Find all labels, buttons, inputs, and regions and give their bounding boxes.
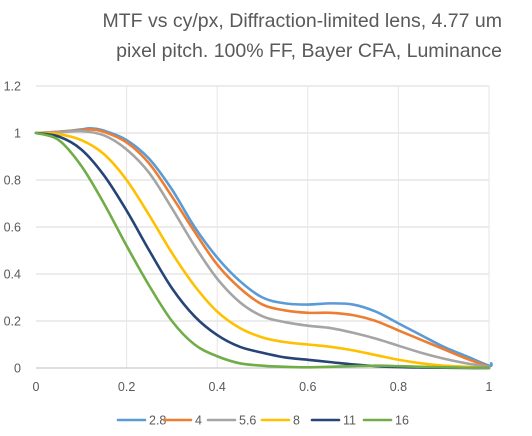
series-lines: [34, 126, 493, 370]
series-line-5-6: [34, 129, 491, 369]
x-tick-label-5: 1: [486, 380, 493, 394]
x-tick-label-3: 0.6: [299, 380, 316, 394]
chart-title: MTF vs cy/px, Diffraction-limited lens, …: [0, 6, 532, 66]
chart-title-line-1: MTF vs cy/px, Diffraction-limited lens, …: [102, 10, 502, 32]
y-tick-label-0: 0: [14, 362, 21, 376]
x-tick-label-0: 0: [33, 380, 40, 394]
x-tick-label-4: 0.8: [390, 380, 407, 394]
y-tick-label-1: 0.2: [4, 315, 21, 329]
legend-label-5-6: 5.6: [239, 414, 256, 428]
legend-label-16: 16: [395, 414, 409, 428]
gridlines: [36, 85, 490, 368]
x-tick-label-2: 0.4: [209, 380, 226, 394]
legend-label-11: 11: [343, 414, 356, 428]
x-axis-ticks: 0 0.2 0.4 0.6 0.8 1: [33, 380, 493, 394]
y-tick-label-5: 1: [14, 127, 21, 141]
y-tick-label-6: 1.2: [4, 80, 21, 94]
series-line-16: [34, 131, 491, 370]
series-line-11: [34, 131, 491, 370]
legend-label-8: 8: [293, 414, 300, 428]
y-axis-ticks: 0 0.2 0.4 0.6 0.8 1 1.2: [4, 80, 21, 376]
y-tick-label-3: 0.6: [4, 221, 21, 235]
legend-label-2-8: 2.8: [149, 414, 166, 428]
series-line-8: [34, 131, 491, 370]
series-line-4: [34, 128, 491, 369]
legend: 2.8 4 5.6 8 11 16: [116, 414, 409, 428]
x-tick-label-1: 0.2: [118, 380, 135, 394]
legend-label-4: 4: [195, 414, 202, 428]
series-line-2-8: [34, 126, 493, 368]
y-tick-label-2: 0.4: [4, 268, 21, 282]
chart-title-line-2: pixel pitch. 100% FF, Bayer CFA, Luminan…: [116, 40, 502, 62]
y-tick-label-4: 0.8: [4, 174, 21, 188]
